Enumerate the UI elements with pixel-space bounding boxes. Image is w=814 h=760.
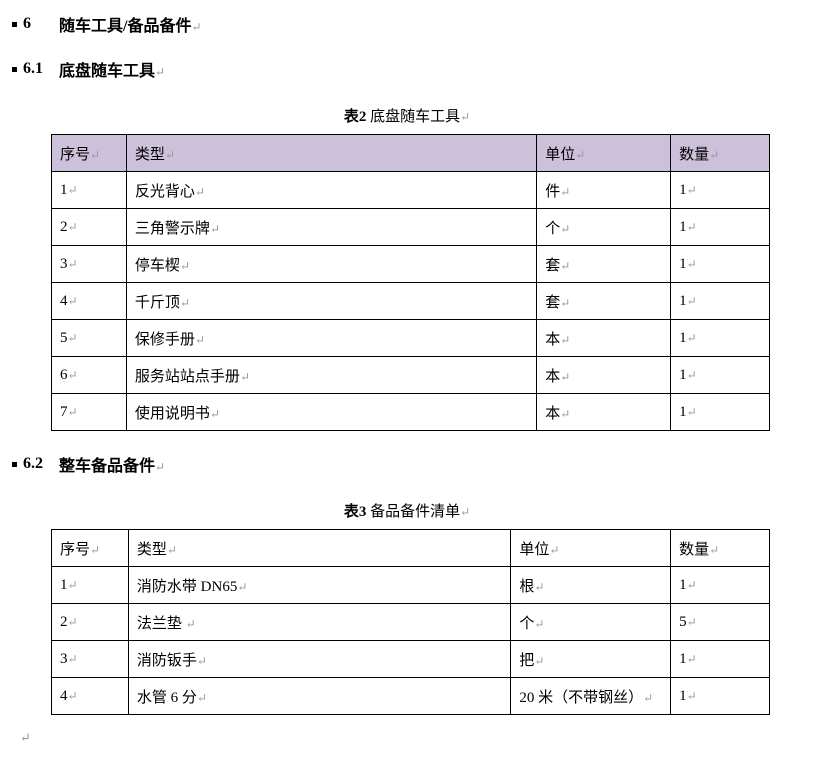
table-row: 序号类型单位数量 <box>51 529 770 567</box>
table-cell: 个 <box>510 603 672 641</box>
table-cell: 消防钣手 <box>127 640 512 678</box>
table-cell: 1 <box>51 566 129 604</box>
heading-6-1: 6.1 底盘随车工具 <box>12 57 165 81</box>
table-cell: 序号 <box>51 529 129 567</box>
caption-label: 表2 <box>343 109 367 125</box>
table-cell: 1 <box>51 171 127 209</box>
table-cell: 1 <box>670 356 770 394</box>
table-cell: 根 <box>510 566 672 604</box>
table-row: 2三角警示牌个1 <box>51 208 770 246</box>
paragraph-mark-icon: ↵ <box>20 730 31 745</box>
table-cell: 2 <box>51 603 129 641</box>
table3: 序号类型单位数量1消防水带 DN65根12法兰垫 个53消防钣手把14水管 6 … <box>51 529 770 715</box>
table-row: 4千斤顶套1 <box>51 282 770 320</box>
table-cell: 停车楔 <box>125 245 538 283</box>
table-cell: 套 <box>536 282 672 320</box>
heading-6-2: 6.2 整车备品备件 <box>12 452 165 476</box>
bullet-icon <box>12 66 17 72</box>
caption-text: 备品备件清单 <box>370 504 470 520</box>
table-row: 3消防钣手把1 <box>51 640 770 678</box>
heading-text: 底盘随车工具 <box>59 57 165 81</box>
table-cell: 件 <box>536 171 672 209</box>
table-cell: 保修手册 <box>125 319 538 357</box>
table-cell: 7 <box>51 393 127 431</box>
table-row: 1反光背心件1 <box>51 171 770 209</box>
table-cell: 1 <box>670 171 770 209</box>
table-cell: 本 <box>536 319 672 357</box>
table-row: 3停车楔套1 <box>51 245 770 283</box>
table-cell: 4 <box>51 282 127 320</box>
table-cell: 类型 <box>125 134 538 172</box>
table-row: 1消防水带 DN65根1 <box>51 566 770 604</box>
table-cell: 个 <box>536 208 672 246</box>
heading-text: 随车工具/备品备件 <box>59 12 202 36</box>
table-cell: 20 米（不带钢丝） <box>510 677 672 715</box>
table-cell: 水管 6 分 <box>127 677 512 715</box>
table-cell: 1 <box>670 640 770 678</box>
table3-caption: 表3 备品备件清单 <box>0 500 814 521</box>
table-cell: 数量 <box>670 134 770 172</box>
table-cell: 单位 <box>536 134 672 172</box>
table-cell: 5 <box>51 319 127 357</box>
caption-label: 表3 <box>343 504 367 520</box>
table-cell: 1 <box>670 245 770 283</box>
table-cell: 本 <box>536 393 672 431</box>
table-cell: 1 <box>670 319 770 357</box>
table-cell: 3 <box>51 640 129 678</box>
table-cell: 1 <box>670 677 770 715</box>
table-cell: 使用说明书 <box>125 393 538 431</box>
table-cell: 反光背心 <box>125 171 538 209</box>
heading-number: 6 <box>23 15 31 32</box>
table-cell: 本 <box>536 356 672 394</box>
heading-number: 6.2 <box>23 455 43 472</box>
table-row: 4水管 6 分20 米（不带钢丝）1 <box>51 677 770 715</box>
table-cell: 把 <box>510 640 672 678</box>
table-cell: 1 <box>670 208 770 246</box>
table-cell: 5 <box>670 603 770 641</box>
table-cell: 3 <box>51 245 127 283</box>
caption-text: 底盘随车工具 <box>370 109 470 125</box>
table-cell: 1 <box>670 566 770 604</box>
table-cell: 千斤顶 <box>125 282 538 320</box>
table-cell: 1 <box>670 393 770 431</box>
table-row: 7使用说明书本1 <box>51 393 770 431</box>
table2-caption: 表2 底盘随车工具 <box>0 105 814 126</box>
table-header-row: 序号类型单位数量 <box>51 134 770 172</box>
table-cell: 类型 <box>127 529 512 567</box>
table-cell: 单位 <box>510 529 672 567</box>
bullet-icon <box>12 21 17 27</box>
heading-number: 6.1 <box>23 60 43 77</box>
bullet-icon <box>12 461 17 467</box>
heading-6: 6 随车工具/备品备件 <box>12 12 202 36</box>
table-cell: 消防水带 DN65 <box>127 566 512 604</box>
table-cell: 服务站站点手册 <box>125 356 538 394</box>
heading-text: 整车备品备件 <box>59 452 165 476</box>
table-cell: 数量 <box>670 529 770 567</box>
table-row: 2法兰垫 个5 <box>51 603 770 641</box>
table-cell: 6 <box>51 356 127 394</box>
table-cell: 2 <box>51 208 127 246</box>
table-cell: 4 <box>51 677 129 715</box>
table-row: 5保修手册本1 <box>51 319 770 357</box>
table-cell: 法兰垫 <box>127 603 512 641</box>
table-cell: 套 <box>536 245 672 283</box>
table-row: 6服务站站点手册本1 <box>51 356 770 394</box>
table-cell: 三角警示牌 <box>125 208 538 246</box>
table2: 序号类型单位数量1反光背心件12三角警示牌个13停车楔套14千斤顶套15保修手册… <box>51 134 770 431</box>
table-cell: 序号 <box>51 134 127 172</box>
table-cell: 1 <box>670 282 770 320</box>
